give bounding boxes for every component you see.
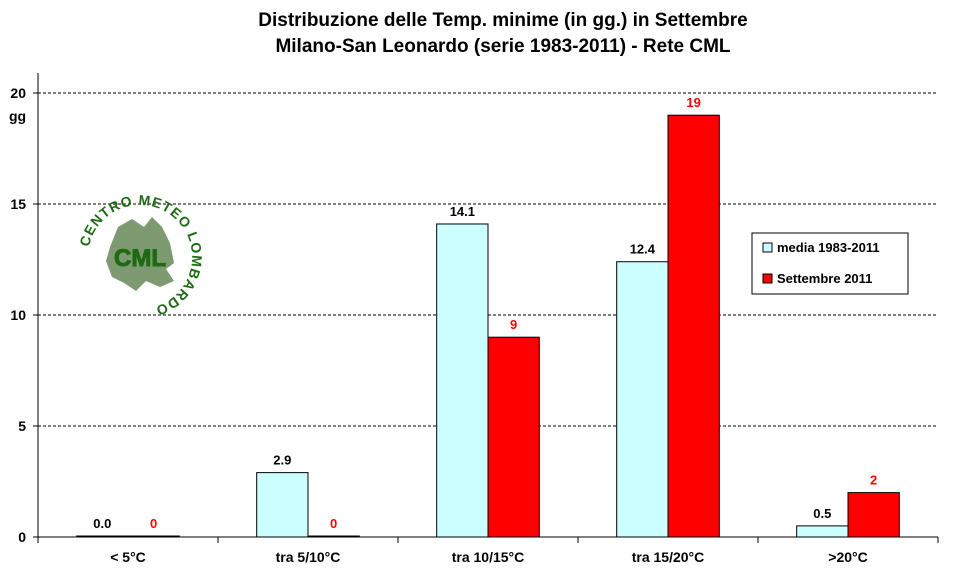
- legend-label-settembre: Settembre 2011: [777, 271, 872, 286]
- data-label-series0-0: 0.0: [93, 516, 111, 531]
- y-tick-label-10: 10: [10, 307, 26, 323]
- x-tick-label-1: tra 5/10°C: [276, 549, 341, 565]
- y-axis: 0 5 10 15 20: [10, 73, 39, 545]
- data-label-series0-1: 2.9: [273, 453, 291, 468]
- legend-swatch-media: [762, 242, 773, 253]
- legend-label-media: media 1983-2011: [777, 240, 880, 255]
- y-tick-label-20: 20: [10, 85, 26, 101]
- bar-series1-3: [667, 114, 720, 538]
- data-label-series1-1: 0: [330, 516, 337, 531]
- chart-subtitle: Milano-San Leonardo (serie 1983-2011) - …: [275, 36, 730, 57]
- bar-series0-1: [256, 472, 309, 538]
- bar-series0-3: [616, 261, 669, 538]
- logo-center-text: CML: [114, 245, 166, 272]
- y-axis-label: gg: [9, 108, 26, 124]
- data-label-series0-3: 12.4: [630, 242, 656, 257]
- x-tick-label-0: < 5°C: [110, 549, 146, 565]
- legend: media 1983-2011 Settembre 2011: [751, 232, 909, 295]
- data-label-series1-0: 0: [150, 516, 157, 531]
- data-label-series1-2: 9: [510, 317, 517, 332]
- data-label-series0-4: 0.5: [813, 506, 831, 521]
- x-tick-label-3: tra 15/20°C: [632, 549, 705, 565]
- x-axis: < 5°C tra 5/10°C tra 10/15°C tra 15/20°C >20…: [37, 536, 939, 565]
- cml-logo: CENTRO METEO LOMBARDO CML: [76, 192, 204, 320]
- data-label-series0-2: 14.1: [450, 204, 475, 219]
- y-tick-label-0: 0: [18, 529, 26, 545]
- x-tick-label-2: tra 10/15°C: [452, 549, 525, 565]
- lombardy-map-shape: [106, 217, 174, 291]
- y-tick-label-5: 5: [18, 418, 26, 434]
- data-label-series1-4: 2: [870, 473, 877, 488]
- x-tick-label-4: >20°C: [828, 549, 867, 565]
- bar-series1-2: [487, 336, 540, 538]
- bar-series1-4: [847, 492, 900, 538]
- legend-box: [751, 232, 909, 295]
- chart-title: Distribuzione delle Temp. minime (in gg.…: [258, 10, 747, 31]
- bars: 0.0 0 2.9 0 14.1 9 12.4 19 0.5 2: [76, 95, 900, 538]
- y-tick-label-15: 15: [10, 196, 26, 212]
- bar-series0-4: [796, 525, 849, 538]
- bar-series0-2: [436, 223, 489, 538]
- data-label-series1-3: 19: [686, 95, 700, 110]
- legend-swatch-settembre: [762, 273, 773, 284]
